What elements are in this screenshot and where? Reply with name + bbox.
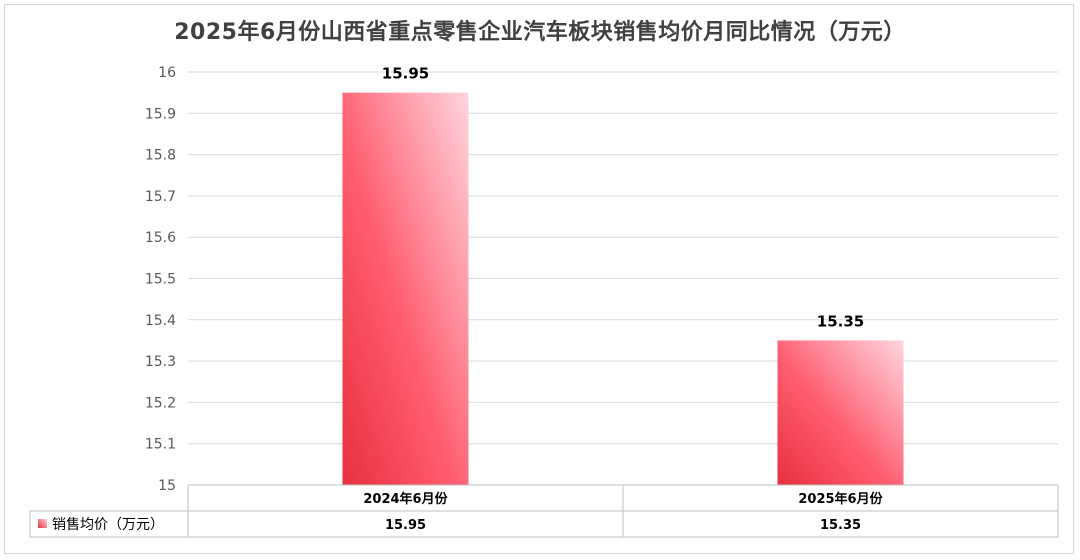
data-label: 15.95 <box>382 65 429 83</box>
gridlines <box>188 71 1058 486</box>
legend-label: 销售均价（万元） <box>52 517 164 533</box>
data-table: 2024年6月份 15.95 2025年6月份 15.35 销售均价（万元） <box>29 484 1059 538</box>
table-value: 15.35 <box>820 518 861 533</box>
y-tick-label: 15.4 <box>145 313 176 329</box>
table-value: 15.95 <box>385 518 426 533</box>
data-labels: 15.95 15.35 <box>382 65 864 331</box>
y-axis-ticks: 15 15.1 15.2 15.3 15.4 15.5 15.6 15.7 15.8 15.9 16 <box>145 65 176 494</box>
bars <box>342 92 904 486</box>
y-tick-label: 15.5 <box>145 272 176 288</box>
x-category-label: 2024年6月份 <box>363 491 448 507</box>
y-tick-label: 15.3 <box>145 354 176 370</box>
y-tick-label: 15 <box>158 478 176 494</box>
y-tick-label: 15.1 <box>145 437 176 453</box>
legend-swatch <box>38 519 47 528</box>
x-category-label: 2025年6月份 <box>798 491 883 507</box>
y-tick-label: 16 <box>158 65 176 81</box>
y-tick-label: 15.2 <box>145 395 176 411</box>
chart-title: 2025年6月份山西省重点零售企业汽车板块销售均价月同比情况（万元） <box>174 20 906 45</box>
data-label: 15.35 <box>817 312 864 330</box>
y-tick-label: 15.6 <box>145 230 176 246</box>
y-tick-label: 15.8 <box>145 148 176 164</box>
bar <box>342 92 469 486</box>
bar <box>777 340 904 485</box>
y-tick-label: 15.7 <box>145 189 176 205</box>
y-tick-label: 15.9 <box>145 106 176 122</box>
